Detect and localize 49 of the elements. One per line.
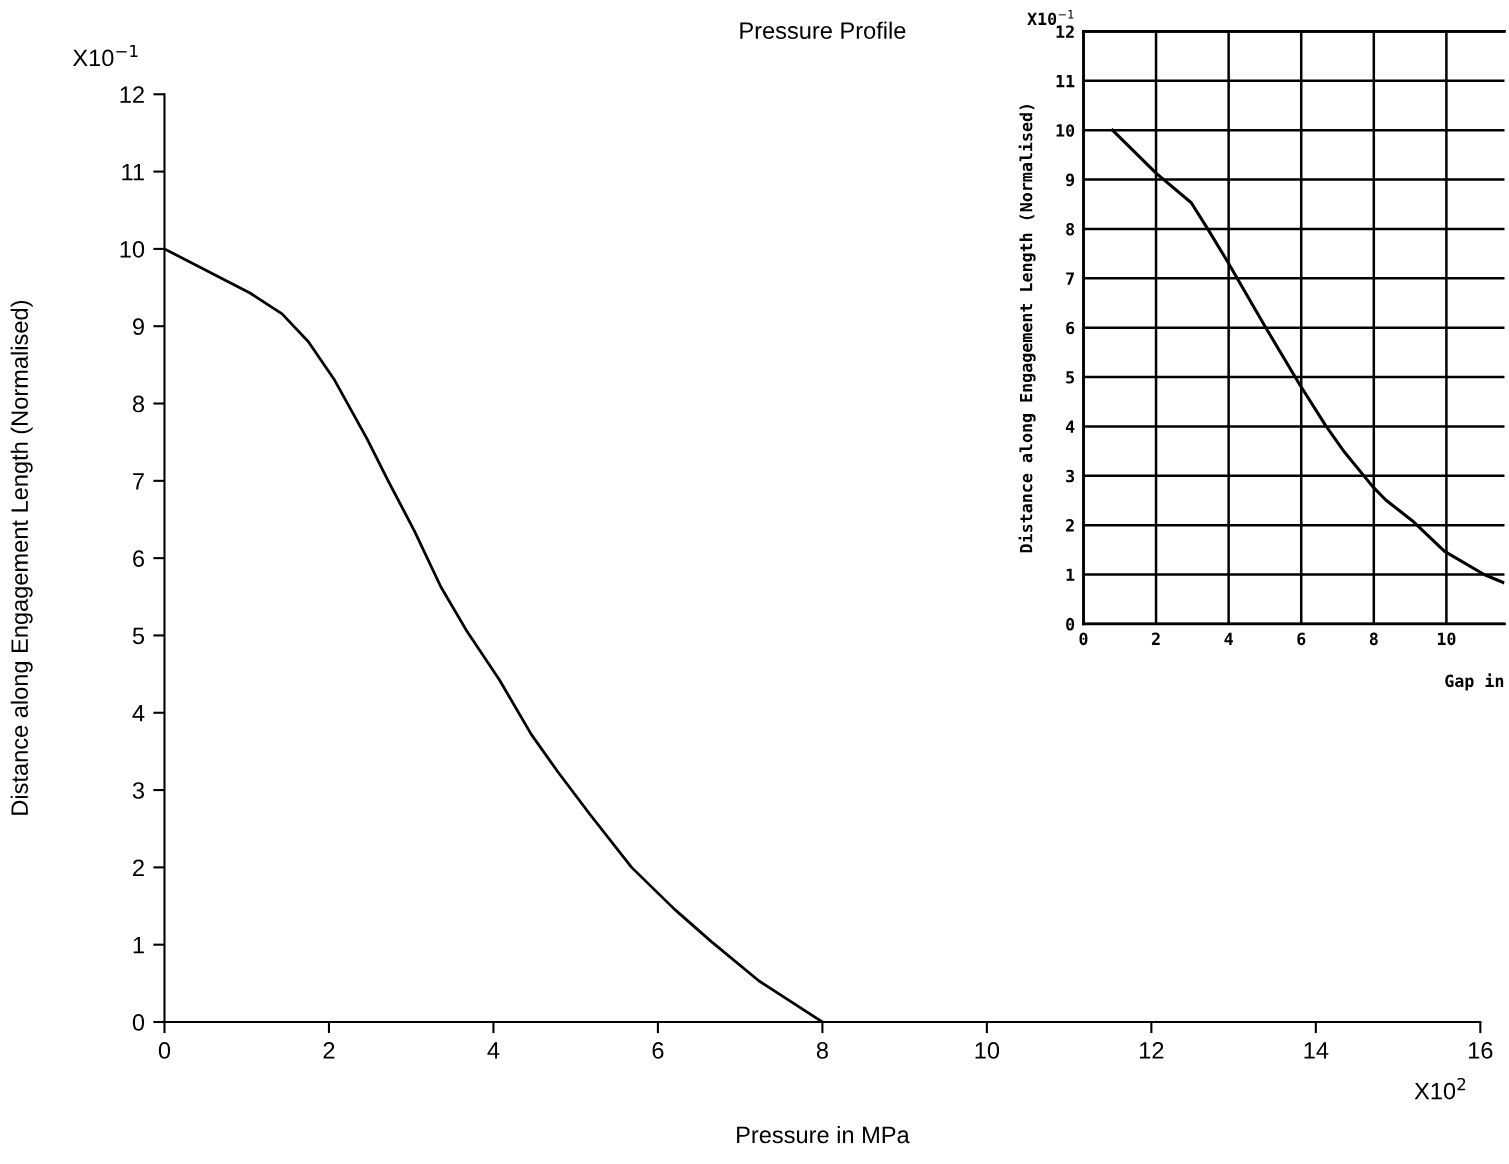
- y-axis-title: Distance along Engagement Length (Normalised): [1018, 105, 1036, 553]
- y-tick-label: 9: [1066, 173, 1075, 187]
- y-tick-label: 12: [120, 86, 144, 103]
- text: X10$^{−1}$: [72, 44, 138, 67]
- y-tick-label: 11: [1056, 74, 1075, 88]
- y-axis-title: Distance along Engagement Length (Normalised): [10, 301, 33, 815]
- y-tick-label: 1: [133, 936, 144, 954]
- y-tick-label: 8: [1066, 222, 1075, 236]
- x-tick-label: 4: [1224, 632, 1233, 645]
- y-tick-label: 11: [122, 163, 144, 181]
- y-tick-label: 0: [132, 1014, 145, 1031]
- x-tick-label: 2: [323, 1042, 335, 1059]
- x-tick-label: 10: [1437, 632, 1456, 646]
- y-tick-label: 12: [1056, 25, 1074, 38]
- text: X10$^{2}$: [1414, 1077, 1466, 1100]
- y-tick-label: 8: [132, 395, 145, 413]
- x-tick-label: 0: [1079, 632, 1088, 646]
- x-tick-label: 8: [816, 1042, 828, 1059]
- y-tick-label: 5: [1066, 371, 1074, 384]
- x-tick-label: 4: [487, 1042, 500, 1059]
- y-tick-label: 5: [132, 627, 145, 645]
- x-tick-label: 2: [1151, 632, 1160, 645]
- y-tick-label: 10: [120, 240, 145, 258]
- y-tick-label: 4: [1065, 420, 1075, 433]
- y-tick-label: 6: [133, 550, 144, 567]
- x-tick-label: 12: [1140, 1042, 1164, 1059]
- x-tick-label: 0: [158, 1042, 171, 1059]
- y-tick-label: 7: [1066, 272, 1074, 285]
- y-tick-label: 2: [1066, 519, 1074, 532]
- y-tick-label: 9: [133, 318, 144, 335]
- x-tick-label: 6: [1297, 632, 1306, 646]
- y-tick-label: 6: [1066, 321, 1075, 335]
- y-tick-label: 3: [1066, 469, 1075, 483]
- y-tick-label: 0: [1066, 617, 1075, 631]
- x-tick-label: 8: [1369, 632, 1378, 646]
- chart-title: Pressure Profile: [740, 21, 906, 39]
- x-tick-label: 16: [1469, 1042, 1493, 1059]
- y-tick-label: 7: [133, 473, 144, 490]
- x-tick-label: 6: [652, 1042, 664, 1059]
- text: X10$^{−1}$: [1027, 10, 1074, 26]
- y-tick-label: 4: [132, 705, 145, 722]
- x-tick-label: 14: [1304, 1042, 1329, 1059]
- y-tick-label: 2: [133, 859, 144, 876]
- y-tick-label: 10: [1056, 124, 1075, 137]
- x-axis-title: Pressure in MPa: [737, 1125, 910, 1144]
- x-axis-title: Gap in: [1445, 673, 1504, 691]
- y-tick-label: 1: [1066, 568, 1075, 581]
- x-tick-label: 10: [975, 1042, 1000, 1059]
- y-tick-label: 3: [132, 782, 144, 799]
